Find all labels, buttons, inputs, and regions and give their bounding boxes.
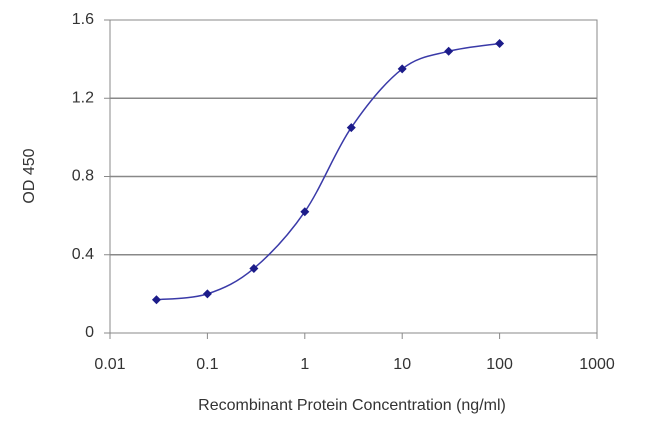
y-tick-label: 0.4 (72, 246, 94, 263)
x-axis-label: Recombinant Protein Concentration (ng/ml… (198, 397, 506, 414)
y-tick-label: 0.8 (72, 168, 94, 185)
x-tick-label: 1 (300, 356, 309, 373)
y-tick-label: 1.2 (72, 89, 94, 106)
y-axis-label: OD 450 (21, 148, 38, 203)
data-point (495, 38, 505, 48)
data-point (249, 263, 259, 273)
x-tick-label: 0.01 (94, 356, 125, 373)
data-point (444, 46, 454, 56)
x-tick-label: 10 (393, 356, 411, 373)
x-tick-label: 1000 (579, 356, 615, 373)
data-point (300, 207, 310, 217)
x-tick-label: 100 (486, 356, 513, 373)
x-tick-label: 0.1 (196, 356, 218, 373)
y-tick-label: 0 (85, 324, 94, 341)
data-point (346, 123, 356, 133)
y-tick-label: 1.6 (72, 11, 94, 28)
data-point (202, 289, 212, 299)
data-point (151, 295, 161, 305)
fit-curve (156, 42, 500, 301)
data-point (397, 64, 407, 74)
